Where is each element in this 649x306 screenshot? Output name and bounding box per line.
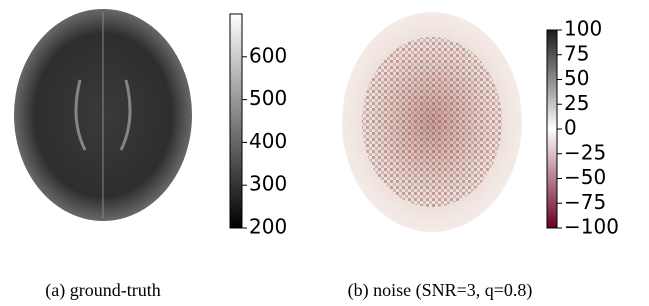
colorbar-tick-label: 500 [249, 86, 287, 110]
colorbar-tick-label: 25 [564, 91, 589, 115]
colorbar-tick-label: 75 [564, 41, 589, 65]
colorbar-tick-label: 200 [249, 215, 287, 239]
noise-image [342, 12, 522, 232]
colorbar [547, 30, 557, 228]
colorbar [230, 14, 242, 228]
colorbar-tick-label: 0 [564, 116, 577, 140]
caption: (a) ground-truth [45, 280, 160, 301]
colorbar-tick-label: −50 [564, 165, 606, 189]
brain-image [14, 9, 192, 221]
colorbar-tick-label: −75 [564, 190, 606, 214]
colorbar-tick-label: 400 [249, 129, 287, 153]
colorbar-tick-label: 50 [564, 66, 589, 90]
colorbar-tick-label: −25 [564, 140, 606, 164]
colorbar-tick-label: 600 [249, 43, 287, 67]
colorbar-tick-label: 300 [249, 172, 287, 196]
colorbar-tick-label: −100 [564, 215, 619, 239]
colorbar-tick-label: 100 [564, 17, 602, 41]
figure: 200300400500600(a) ground-truth−100−75−5… [0, 0, 649, 306]
caption: (b) noise (SNR=3, q=0.8) [348, 280, 533, 301]
